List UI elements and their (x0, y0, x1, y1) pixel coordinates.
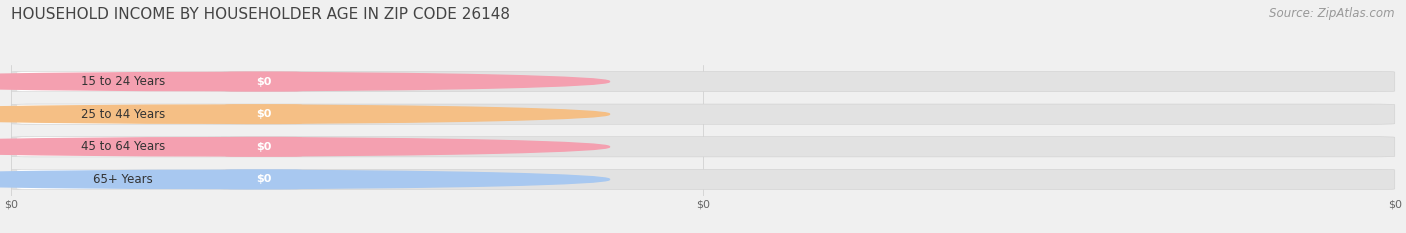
FancyBboxPatch shape (17, 137, 226, 157)
Text: $0: $0 (256, 77, 271, 86)
FancyBboxPatch shape (226, 137, 302, 157)
Text: $0: $0 (256, 109, 271, 119)
Circle shape (0, 170, 610, 188)
FancyBboxPatch shape (11, 104, 1395, 124)
Text: 15 to 24 Years: 15 to 24 Years (80, 75, 165, 88)
Circle shape (0, 105, 610, 123)
Text: 25 to 44 Years: 25 to 44 Years (80, 108, 165, 121)
Text: 45 to 64 Years: 45 to 64 Years (80, 140, 165, 153)
FancyBboxPatch shape (17, 72, 226, 92)
FancyBboxPatch shape (17, 104, 226, 124)
FancyBboxPatch shape (226, 104, 302, 124)
FancyBboxPatch shape (11, 169, 1395, 189)
Text: $0: $0 (256, 142, 271, 152)
FancyBboxPatch shape (17, 169, 226, 189)
Text: 65+ Years: 65+ Years (93, 173, 153, 186)
FancyBboxPatch shape (11, 72, 1395, 92)
Circle shape (0, 72, 610, 91)
Text: $0: $0 (256, 175, 271, 184)
FancyBboxPatch shape (226, 169, 302, 189)
Text: HOUSEHOLD INCOME BY HOUSEHOLDER AGE IN ZIP CODE 26148: HOUSEHOLD INCOME BY HOUSEHOLDER AGE IN Z… (11, 7, 510, 22)
Text: Source: ZipAtlas.com: Source: ZipAtlas.com (1270, 7, 1395, 20)
FancyBboxPatch shape (11, 137, 1395, 157)
Circle shape (0, 138, 610, 156)
FancyBboxPatch shape (226, 72, 302, 92)
